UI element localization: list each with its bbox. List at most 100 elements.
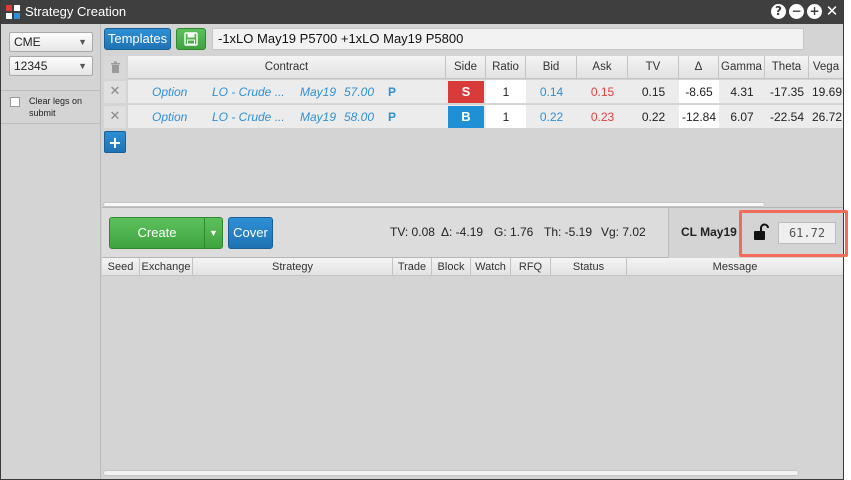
templates-button[interactable]: Templates — [104, 28, 171, 50]
leg-type: Option — [152, 85, 188, 99]
col-header-delta[interactable]: Δ — [679, 56, 719, 79]
bid-cell: 0.14 — [526, 80, 577, 104]
stat-delta: Δ: -4.19 — [441, 225, 484, 239]
clear-legs-checkbox[interactable] — [10, 97, 20, 107]
col-header-message[interactable]: Message — [627, 258, 843, 276]
col-header-seed[interactable]: Seed — [102, 258, 140, 276]
orders-table: Seed Exchange Strategy Trade Block Watch… — [102, 258, 843, 479]
leg-expiry: May19 — [300, 85, 337, 99]
add-leg-button[interactable]: + — [104, 131, 126, 153]
col-header-trade[interactable]: Trade — [393, 258, 432, 276]
stat-tv: TV: 0.08 — [390, 225, 435, 239]
ask-cell: 0.15 — [577, 80, 628, 104]
underlying-label: CL May19 — [681, 225, 737, 239]
stat-theta: Th: -5.19 — [544, 225, 593, 239]
col-header-strategy[interactable]: Strategy — [193, 258, 393, 276]
tv-cell: 0.15 — [628, 80, 679, 104]
maximize-button[interactable]: + — [807, 4, 822, 19]
scrollbar-thumb[interactable] — [103, 470, 799, 476]
strategy-text-field[interactable]: -1xLO May19 P5700 +1xLO May19 P5800 — [212, 28, 804, 50]
chevron-down-icon: ▼ — [78, 61, 87, 71]
gamma-cell: 4.31 — [719, 80, 765, 104]
side-sell-button[interactable]: S — [448, 81, 484, 103]
account-select-value: 12345 — [14, 59, 48, 73]
col-header-theta[interactable]: Theta — [765, 56, 809, 79]
delta-cell: -8.65 — [679, 80, 719, 104]
contract-cell[interactable]: Option LO - Crude ... May19 57.00 P — [128, 80, 446, 104]
contract-cell[interactable]: Option LO - Crude ... May19 58.00 P — [128, 105, 446, 129]
leg-strike: 58.00 — [344, 110, 375, 124]
help-button[interactable]: ? — [771, 4, 786, 19]
cover-button[interactable]: Cover — [228, 217, 273, 249]
save-button[interactable] — [176, 28, 206, 50]
col-header-gamma[interactable]: Gamma — [719, 56, 765, 79]
stat-gamma: G: 1.76 — [494, 225, 534, 239]
col-header-watch[interactable]: Watch — [471, 258, 511, 276]
bid-cell: 0.22 — [526, 105, 577, 129]
close-button[interactable]: ✕ — [825, 2, 839, 20]
theta-cell: -17.35 — [765, 80, 809, 104]
col-header-tv[interactable]: TV — [628, 56, 679, 79]
col-header-rfq[interactable]: RFQ — [511, 258, 551, 276]
scrollbar-thumb[interactable] — [103, 202, 765, 207]
remove-leg-button[interactable]: ✕ — [104, 81, 126, 103]
underlying-price-input[interactable]: 61.72 — [778, 222, 836, 244]
col-header-ask[interactable]: Ask — [577, 56, 628, 79]
leg-product: LO - Crude ... — [212, 85, 285, 99]
left-panel: CME ▼ 12345 ▼ Clear legs on submit — [1, 24, 101, 479]
strategy-toolbar: Templates -1xLO May19 P5700 +1xLO May19 … — [102, 24, 843, 56]
stat-vega: Vg: 7.02 — [601, 225, 646, 239]
leg-expiry: May19 — [300, 110, 337, 124]
leg-type: Option — [152, 110, 188, 124]
chevron-down-icon: ▼ — [209, 228, 218, 238]
trash-icon — [110, 61, 120, 73]
minimize-button[interactable]: − — [789, 4, 804, 19]
col-header-exchange[interactable]: Exchange — [140, 258, 193, 276]
leg-put-call: P — [388, 85, 397, 99]
col-header-contract[interactable]: Contract — [128, 56, 446, 79]
col-header-vega[interactable]: Vega — [809, 56, 843, 79]
col-header-bid[interactable]: Bid — [526, 56, 577, 79]
tv-cell: 0.22 — [628, 105, 679, 129]
col-header-side[interactable]: Side — [446, 56, 486, 79]
clear-legs-label: Clear legs on submit — [29, 96, 83, 118]
orders-horizontal-scrollbar[interactable] — [102, 469, 843, 477]
col-header-ratio[interactable]: Ratio — [486, 56, 526, 79]
highlight-box — [739, 210, 848, 257]
ratio-cell[interactable]: 1 — [486, 105, 526, 129]
delete-all-legs-button[interactable] — [104, 56, 126, 79]
vega-cell: 26.72 — [809, 105, 843, 129]
title-bar[interactable]: Strategy Creation ? − + ✕ — [1, 0, 843, 24]
underlying-panel: CL May19 61.72 — [668, 208, 843, 258]
account-select[interactable]: 12345 ▼ — [9, 56, 93, 76]
clear-legs-option: Clear legs on submit — [1, 90, 101, 124]
col-header-block[interactable]: Block — [432, 258, 471, 276]
chevron-down-icon: ▼ — [78, 37, 87, 47]
app-logo-icon — [6, 5, 20, 19]
create-dropdown-button[interactable]: ▼ — [204, 217, 223, 249]
window-title: Strategy Creation — [25, 4, 127, 19]
side-cell: S — [446, 80, 486, 104]
gamma-cell: 6.07 — [719, 105, 765, 129]
side-cell: B — [446, 105, 486, 129]
exchange-select-value: CME — [14, 35, 41, 49]
save-icon — [184, 32, 198, 46]
unlock-icon[interactable] — [753, 223, 769, 241]
leg-strike: 57.00 — [344, 85, 375, 99]
theta-cell: -22.54 — [765, 105, 809, 129]
legs-grid: Contract Side Ratio Bid Ask TV Δ Gamma T… — [102, 56, 843, 208]
col-header-status[interactable]: Status — [551, 258, 627, 276]
leg-product: LO - Crude ... — [212, 110, 285, 124]
ratio-cell[interactable]: 1 — [486, 80, 526, 104]
delta-cell: -12.84 — [679, 105, 719, 129]
ask-cell: 0.23 — [577, 105, 628, 129]
legs-horizontal-scrollbar[interactable] — [102, 201, 843, 207]
vega-cell: 19.69 — [809, 80, 843, 104]
side-buy-button[interactable]: B — [448, 106, 484, 128]
create-button[interactable]: Create — [109, 217, 205, 249]
exchange-select[interactable]: CME ▼ — [9, 32, 93, 52]
action-bar: Create ▼ Cover TV: 0.08 Δ: -4.19 G: 1.76… — [102, 208, 843, 258]
remove-leg-button[interactable]: ✕ — [104, 106, 126, 128]
leg-put-call: P — [388, 110, 397, 124]
